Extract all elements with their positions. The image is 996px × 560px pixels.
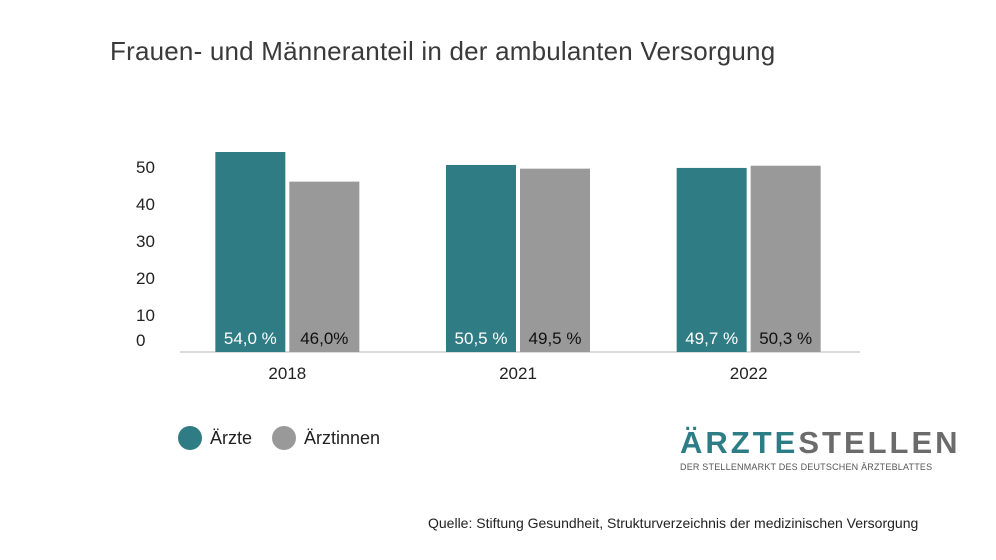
legend-item-aerzte: Ärzte [178, 426, 252, 450]
source-note: Quelle: Stiftung Gesundheit, Strukturver… [428, 515, 919, 531]
bar-chart: 0 10 20 30 40 50 54,0 % 46,0% 2018 50,5 % 49,5 % 20… [136, 152, 860, 383]
data-label: 49,7 % [685, 329, 738, 348]
y-tick-label: 20 [136, 269, 155, 288]
legend-swatch-aerztinnen [272, 426, 297, 450]
chart-title: Frauen- und Männeranteil in der ambulant… [110, 36, 776, 66]
bar [215, 152, 286, 352]
bar [289, 181, 360, 352]
x-tick-label: 2018 [268, 364, 306, 383]
y-tick-label: 0 [136, 331, 145, 350]
data-label: 46,0% [300, 329, 348, 348]
x-tick-label: 2021 [499, 364, 537, 383]
y-tick-label: 30 [136, 232, 155, 251]
x-tick-label: 2022 [730, 364, 768, 383]
legend-label-aerztinnen: Ärztinnen [304, 427, 381, 448]
y-tick-label: 40 [136, 195, 155, 214]
bar [446, 164, 516, 352]
brand-logo: ÄRZTESTELLEN DER STELLENMARKT DES DEUTSC… [680, 425, 958, 473]
data-label: 54,0 % [224, 329, 277, 348]
data-label: 50,5 % [455, 329, 508, 348]
y-tick-label: 50 [136, 158, 155, 177]
brand-tagline: DER STELLENMARKT DES DEUTSCHEN ÄRZTEBLAT… [680, 462, 933, 472]
brand-wordmark-part1: ÄRZTE [680, 425, 799, 460]
y-tick-label: 10 [136, 306, 155, 325]
data-label: 50,3 % [759, 329, 812, 348]
bar [676, 167, 747, 352]
legend-label-aerzte: Ärzte [210, 427, 253, 448]
legend: Ärzte Ärztinnen [178, 426, 380, 450]
legend-item-aerztinnen: Ärztinnen [272, 426, 380, 450]
bar [750, 165, 821, 352]
brand-wordmark-part2: STELLEN [798, 425, 961, 460]
data-label: 49,5 % [529, 329, 582, 348]
bar [520, 168, 590, 352]
legend-swatch-aerzte [178, 426, 202, 450]
brand-wordmark: ÄRZTESTELLEN [680, 425, 958, 460]
